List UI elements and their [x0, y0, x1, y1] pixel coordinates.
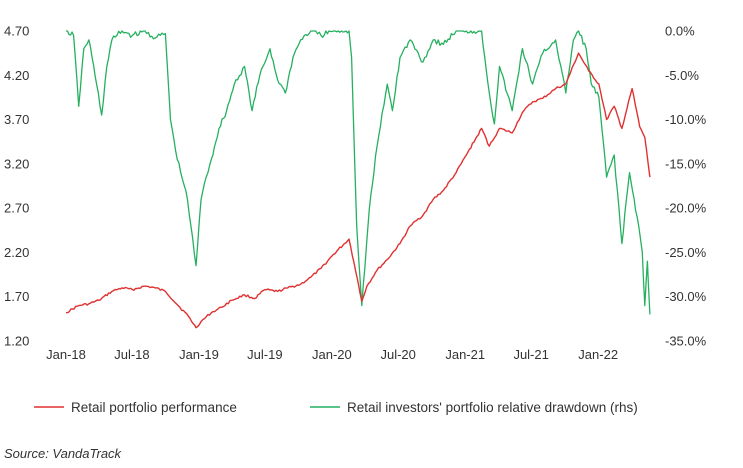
y-left-tick-label: 3.70: [4, 112, 29, 127]
legend: Retail portfolio performance Retail inve…: [34, 400, 638, 415]
series-layer: [65, 30, 651, 329]
x-tick-label: Jan-20: [312, 347, 352, 362]
right-axis: 0.0% -5.0% -10.0% -15.0% -20.0% -25.0% -30.0% -…: [665, 24, 707, 349]
x-tick-label: Jul-21: [513, 347, 548, 362]
x-tick-label: Jul-20: [380, 347, 415, 362]
y-left-tick-label: 1.20: [4, 334, 29, 349]
y-right-tick-label: -35.0%: [665, 334, 707, 349]
x-tick-label: Jul-18: [114, 347, 149, 362]
y-left-tick-label: 2.20: [4, 245, 29, 260]
x-axis: Jan-18 Jul-18 Jan-19 Jul-19 Jan-20 Jul-20 Jan-…: [46, 347, 618, 362]
legend-label-drawdown: Retail investors' portfolio relative dra…: [347, 400, 638, 415]
y-left-tick-label: 4.20: [4, 68, 29, 83]
y-left-tick-label: 2.70: [4, 201, 29, 216]
y-right-tick-label: -5.0%: [665, 68, 699, 83]
x-tick-label: Jan-18: [46, 347, 86, 362]
series-line-drawdown: [66, 30, 651, 315]
x-tick-label: Jan-21: [445, 347, 485, 362]
y-right-tick-label: -10.0%: [665, 112, 707, 127]
source-note: Source: VandaTrack: [4, 446, 122, 461]
y-left-tick-label: 4.70: [4, 24, 29, 39]
y-right-tick-label: 0.0%: [665, 24, 695, 39]
y-right-tick-label: -30.0%: [665, 289, 707, 304]
series-line-retail-portfolio: [65, 52, 651, 329]
y-right-tick-label: -25.0%: [665, 245, 707, 260]
y-right-tick-label: -20.0%: [665, 201, 707, 216]
x-tick-label: Jan-19: [179, 347, 219, 362]
x-tick-label: Jul-19: [247, 347, 282, 362]
y-right-tick-label: -15.0%: [665, 156, 707, 171]
y-left-tick-label: 1.70: [4, 289, 29, 304]
y-left-tick-label: 3.20: [4, 156, 29, 171]
x-tick-label: Jan-22: [578, 347, 618, 362]
legend-label-retail-portfolio: Retail portfolio performance: [71, 400, 237, 415]
left-axis: 4.70 4.20 3.70 3.20 2.70 2.20 1.70 1.20: [4, 24, 29, 349]
